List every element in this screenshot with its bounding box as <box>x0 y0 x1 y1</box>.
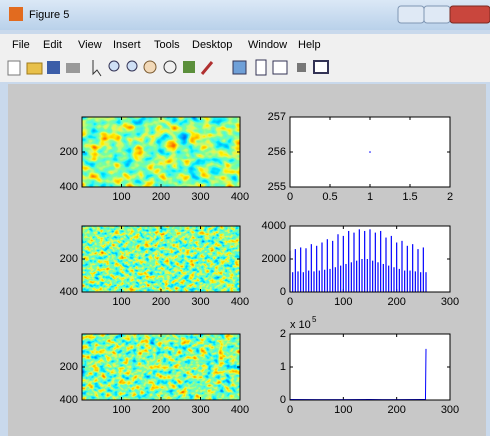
image <box>82 334 240 400</box>
menu-item[interactable]: View <box>78 39 102 51</box>
figure-window: Figure 5 File Edit View Insert Tools Des… <box>0 0 490 436</box>
exponent: 5 <box>312 315 317 324</box>
datacursor-icon[interactable] <box>183 61 195 73</box>
menu-item[interactable]: Help <box>298 39 321 51</box>
close-button[interactable] <box>450 6 490 23</box>
data-point <box>369 151 371 153</box>
x-tick-label: 300 <box>441 296 459 308</box>
x-tick-label: 100 <box>112 191 130 203</box>
pan-icon[interactable] <box>144 61 156 73</box>
x-tick-label: 300 <box>441 404 459 416</box>
hide-tools-icon[interactable] <box>297 63 306 72</box>
x-tick-label: 0 <box>287 296 293 308</box>
x-tick-label: 200 <box>152 296 170 308</box>
print-icon[interactable] <box>66 63 80 73</box>
y-tick-label: 257 <box>268 111 286 123</box>
colorbar-icon[interactable] <box>256 60 266 75</box>
maximize-button[interactable] <box>424 6 450 23</box>
new-icon[interactable] <box>8 61 20 75</box>
minimize-button[interactable] <box>398 6 424 23</box>
menu-bar <box>0 34 490 54</box>
y-tick-label: 200 <box>60 253 78 265</box>
x-tick-label: 2 <box>447 191 453 203</box>
x-tick-label: 200 <box>387 404 405 416</box>
open-icon[interactable] <box>27 63 42 74</box>
x-tick-label: 300 <box>191 296 209 308</box>
y-tick-label: 400 <box>60 394 78 406</box>
x-tick-label: 200 <box>387 296 405 308</box>
x-tick-label: 200 <box>152 191 170 203</box>
y-tick-label: 255 <box>268 181 286 193</box>
x-tick-label: 1.5 <box>402 191 417 203</box>
show-tools-icon[interactable] <box>314 61 328 73</box>
y-tick-label: 1 <box>280 361 286 373</box>
x-tick-label: 200 <box>152 404 170 416</box>
y-tick-label: 2000 <box>262 253 286 265</box>
x-tick-label: 100 <box>334 296 352 308</box>
x-tick-label: 400 <box>231 404 249 416</box>
menu-item[interactable]: Insert <box>113 39 141 51</box>
menu-item[interactable]: Edit <box>43 39 62 51</box>
y-tick-label: 0 <box>280 394 286 406</box>
x-tick-label: 0.5 <box>322 191 337 203</box>
menu-item[interactable]: Window <box>248 39 287 51</box>
y-tick-label: 2 <box>280 328 286 340</box>
x-tick-label: 100 <box>112 296 130 308</box>
x-tick-label: 0 <box>287 404 293 416</box>
y-tick-label: 4000 <box>262 220 286 232</box>
image <box>82 117 240 187</box>
y-tick-label: 400 <box>60 286 78 298</box>
window-title: Figure 5 <box>29 9 69 21</box>
zoom-in-icon[interactable] <box>109 61 119 71</box>
link-icon[interactable] <box>233 61 246 74</box>
menu-item[interactable]: File <box>12 39 30 51</box>
image <box>82 226 240 292</box>
x-tick-label: 400 <box>231 296 249 308</box>
menu-item[interactable]: Tools <box>154 39 180 51</box>
y-tick-label: 200 <box>60 361 78 373</box>
exponent-label: x 10 <box>290 319 311 331</box>
x-tick-label: 100 <box>334 404 352 416</box>
y-tick-label: 200 <box>60 146 78 158</box>
x-tick-label: 100 <box>112 404 130 416</box>
x-tick-label: 300 <box>191 191 209 203</box>
save-icon[interactable] <box>47 61 60 74</box>
y-tick-label: 0 <box>280 286 286 298</box>
x-tick-label: 300 <box>191 404 209 416</box>
y-tick-label: 400 <box>60 181 78 193</box>
app-icon <box>9 7 23 21</box>
x-tick-label: 400 <box>231 191 249 203</box>
x-tick-label: 0 <box>287 191 293 203</box>
zoom-out-icon[interactable] <box>127 61 137 71</box>
menu-item[interactable]: Desktop <box>192 39 232 51</box>
y-tick-label: 256 <box>268 146 286 158</box>
legend-icon[interactable] <box>273 61 287 74</box>
x-tick-label: 1 <box>367 191 373 203</box>
